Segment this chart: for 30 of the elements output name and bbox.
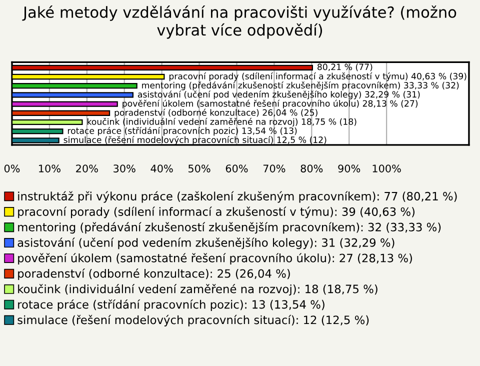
- x-tick-label: 90%: [338, 164, 360, 172]
- x-tick-label: 20%: [76, 164, 98, 172]
- legend-label: poradenství (odborné konzultace): 25 (26,04 %): [18, 268, 290, 280]
- x-tick-label: 70%: [263, 164, 286, 172]
- data-label: pověření úkolem (samostatné řešení pracovního úkolu) 28,13 % (27): [122, 100, 418, 108]
- data-label: pracovní porady (sdílení informací a zkušeností v týmu) 40,63 % (39): [169, 72, 466, 82]
- x-tick-label: 100%: [372, 164, 401, 172]
- legend-label: asistování (učení pod vedením zkušenějšího kolegy): 31 (32,29 %): [18, 238, 394, 250]
- legend-label: simulace (řešení modelových pracovních situací): 12 (12,5 %): [18, 314, 369, 326]
- x-tick-label: 60%: [226, 164, 248, 172]
- x-tick-label: 40%: [150, 164, 173, 172]
- data-label: simulace (řešení modelových pracovních situací) 12,5 % (12): [64, 136, 326, 145]
- data-label: asistování (učení pod vedením zkušenějšího kolegy) 32,29 % (31): [138, 90, 420, 100]
- x-tick-label: 10%: [39, 164, 60, 172]
- data-label: mentoring (předávání zkušeností zkušenějším pracovníkem) 33,33 % (32): [142, 82, 459, 90]
- chart-title: Jaké metody vzdělávání na pracovišti využíváte? (možno vybrat více odpovědí): [22, 5, 456, 39]
- legend-label: pověření úkolem (samostatné řešení pracovního úkolu): 27 (28,13 %): [18, 253, 412, 265]
- x-tick-label: 30%: [114, 164, 136, 172]
- x-tick-label: 0%: [4, 164, 20, 172]
- data-label: poradenství (odborné konzultace) 26,04 % (25): [114, 108, 318, 118]
- legend-label: koučink (individuální vedení zaměřené na rozvoj): 18 (18,75 %): [18, 284, 378, 296]
- data-label: rotace práce (střídání pracovních pozic) 13,54 % (13): [68, 126, 297, 136]
- legend-label: mentoring (předávání zkušeností zkušenějším pracovníkem): 32 (33,33 %): [18, 222, 441, 234]
- data-label: koučink (individuální vedení zaměřené na rozvoj) 18,75 % (18): [88, 118, 356, 127]
- data-label: 80,21 % (77): [318, 64, 372, 72]
- legend-label: rotace práce (střídání pracovních pozic): 13 (13,54 %): [18, 299, 324, 311]
- x-tick-label: 50%: [188, 164, 210, 172]
- legend-label: instruktáž při výkonu práce (zaškolení zkušeným pracovníkem): 77 (80,21 %): [18, 191, 457, 203]
- legend-label: pracovní porady (sdílení informací a zkušeností v týmu): 39 (40,63 %): [18, 206, 414, 218]
- x-tick-label: 80%: [300, 164, 323, 172]
